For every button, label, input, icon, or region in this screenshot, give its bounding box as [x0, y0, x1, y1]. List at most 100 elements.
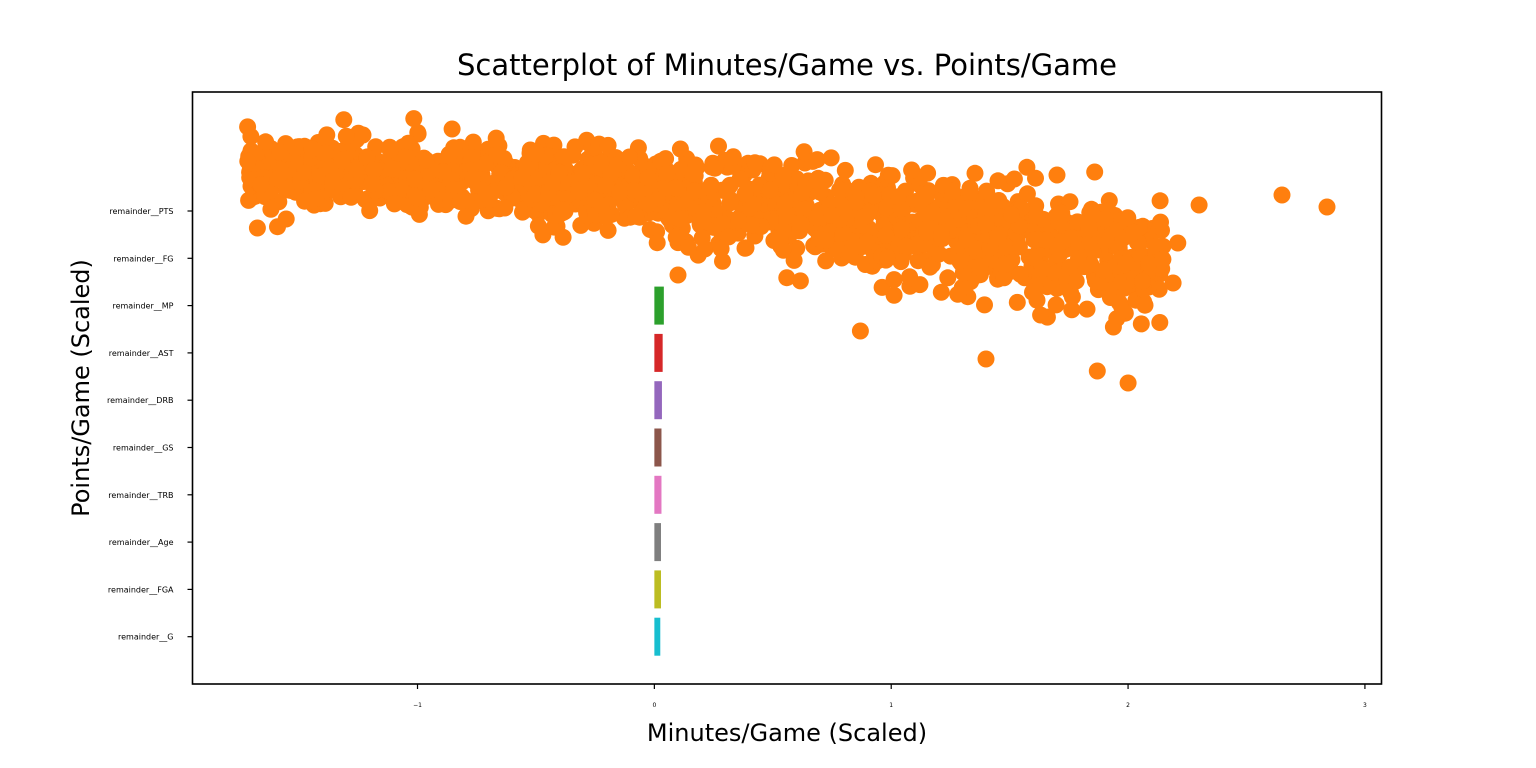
scatter-point	[961, 179, 979, 197]
scatter-point	[858, 233, 876, 251]
y-tick-label: remainder__TRB	[108, 491, 173, 500]
scatter-point	[1047, 296, 1065, 314]
y-tick-label: remainder__Age	[109, 538, 174, 547]
scatter-point	[1273, 186, 1291, 204]
scatter-point	[817, 232, 835, 249]
scatter-point	[1011, 265, 1029, 283]
scatter-point	[989, 172, 1007, 190]
scatter-point	[592, 197, 610, 215]
scatter-point	[1080, 220, 1098, 238]
scatter-point	[457, 207, 475, 225]
scatter-point	[793, 184, 811, 202]
scatter-point	[1067, 272, 1085, 290]
scatter-point	[648, 234, 666, 252]
scatter-point	[776, 194, 794, 212]
scatter-point	[574, 164, 592, 182]
scatter-point	[1140, 255, 1158, 273]
scatter-point	[1095, 261, 1113, 279]
scatter-point	[1136, 296, 1154, 314]
scatter-point	[932, 283, 950, 301]
scatter-point	[1032, 306, 1050, 324]
scatter-point	[239, 118, 257, 136]
scatter-point	[324, 172, 342, 190]
y-tick-label: remainder__FGA	[108, 585, 174, 594]
scatter-point	[864, 186, 882, 204]
scatter-point	[307, 190, 325, 207]
scatter-point	[354, 126, 372, 144]
y-tick-label: remainder__PTS	[109, 207, 173, 216]
scatter-point	[385, 195, 403, 213]
scatter-point	[269, 170, 287, 188]
scatter-point	[269, 218, 286, 236]
scatter-point	[687, 156, 705, 174]
scatter-point	[667, 179, 685, 197]
scatter-point	[1152, 213, 1169, 231]
scatter-point	[1008, 293, 1026, 311]
scatter-point	[721, 177, 739, 195]
scatter-point	[851, 322, 869, 340]
scatter-point	[1070, 250, 1087, 267]
scatter-point	[342, 188, 360, 206]
scatter-point	[976, 296, 993, 314]
scatter-point	[966, 164, 984, 182]
scatter-point	[878, 199, 896, 216]
scatter-point	[885, 271, 903, 289]
scatter-point	[949, 285, 967, 303]
scatter-point	[271, 143, 289, 161]
scatter-point	[1151, 192, 1169, 210]
scatter-point	[347, 161, 365, 179]
scatter-point	[1125, 223, 1143, 241]
scatter-point	[730, 212, 748, 230]
scatter-point	[408, 189, 426, 207]
y-tick-label: remainder__DRB	[107, 396, 174, 405]
scatter-point	[1078, 300, 1096, 318]
y-tick-label: remainder__FG	[113, 254, 173, 263]
scatter-point	[785, 251, 803, 269]
scatter-point	[1147, 238, 1165, 255]
scatter-point	[1025, 249, 1043, 267]
scatter-point	[640, 195, 658, 213]
scatter-point	[971, 258, 989, 276]
scatter-point	[877, 226, 895, 244]
scatter-point	[977, 215, 995, 233]
scatter-point	[885, 286, 903, 304]
scatter-point	[316, 144, 334, 162]
scatter-point	[564, 146, 582, 164]
scatter-point	[239, 152, 257, 170]
scatter-point	[944, 182, 961, 200]
scatter-point	[303, 140, 321, 158]
scatter-point	[761, 181, 779, 199]
x-tick-label: 0	[652, 702, 656, 709]
scatter-point	[977, 350, 995, 368]
scatter-point	[669, 266, 687, 284]
scatter-point	[808, 151, 826, 169]
y-tick-label: remainder__MP	[112, 302, 173, 311]
scatter-point	[822, 149, 840, 167]
scatter-point	[808, 209, 826, 227]
scatter-point	[599, 136, 617, 154]
y-tick-label: remainder__AST	[109, 349, 174, 358]
scatter-point	[1154, 250, 1172, 268]
scatter-point	[513, 168, 531, 186]
scatter-point	[857, 207, 875, 225]
scatter-point	[1081, 233, 1099, 251]
scatter-point	[1053, 233, 1071, 251]
chart-title: Scatterplot of Minutes/Game vs. Points/G…	[457, 48, 1117, 82]
scatter-point	[361, 202, 379, 220]
scatter-point	[422, 181, 440, 199]
scatter-point	[1113, 273, 1131, 291]
scatter-point	[909, 252, 927, 270]
bar-remainder__FGA	[654, 570, 661, 609]
scatter-point	[497, 178, 515, 196]
scatter-point	[488, 146, 506, 164]
scatter-point	[724, 148, 742, 166]
scatter-point	[996, 256, 1014, 273]
scatter-point	[464, 133, 482, 151]
scatter-point	[939, 269, 957, 287]
scatter-point	[867, 156, 884, 174]
scatter-point	[1119, 374, 1137, 392]
scatter-point	[901, 268, 919, 286]
scatter-point	[592, 154, 610, 172]
scatter-point	[1063, 301, 1081, 319]
